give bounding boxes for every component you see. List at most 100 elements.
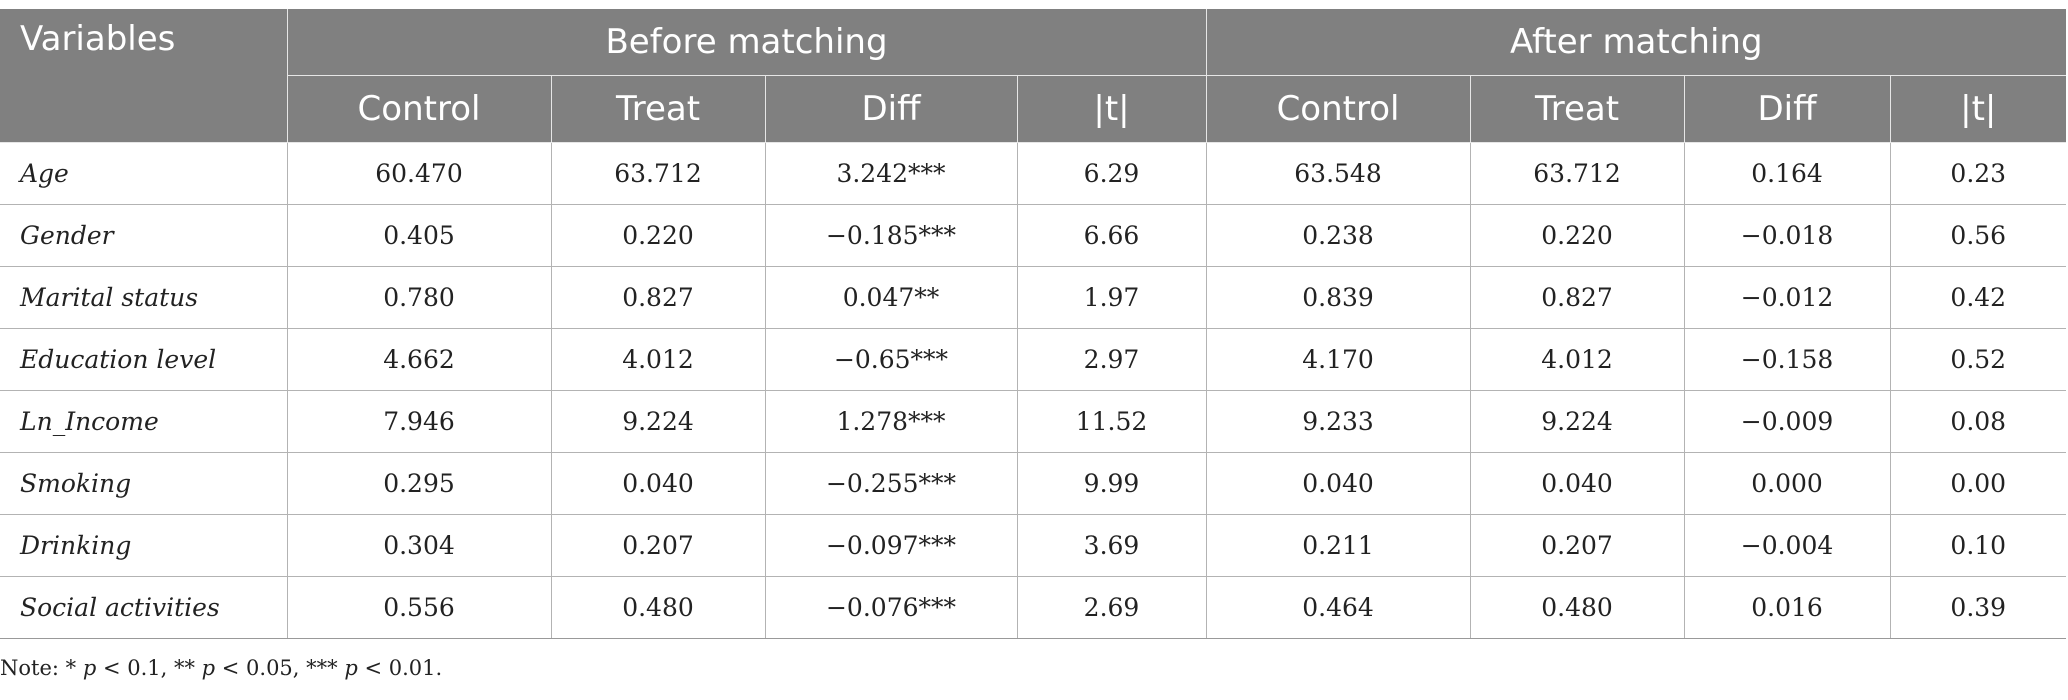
after-t-value: 0.23 — [1889, 142, 2067, 205]
after-control-header: Control — [1205, 75, 1471, 143]
before-control-value: 0.405 — [286, 204, 552, 267]
after-treat-value: 9.224 — [1469, 390, 1685, 453]
variable-name: Gender — [0, 204, 288, 267]
table-row: Gender 0.405 0.220 −0.185*** 6.66 0.238 … — [0, 204, 2067, 267]
after-diff-header: Diff — [1683, 75, 1891, 143]
note-threshold-2: < 0.05, *** — [215, 656, 345, 680]
before-t-value: 11.52 — [1016, 390, 1207, 453]
note-threshold-3: < 0.01. — [357, 656, 443, 680]
variable-name: Social activities — [0, 576, 288, 639]
after-matching-group-header: After matching — [1205, 9, 2067, 76]
before-diff-value: 1.278*** — [764, 390, 1018, 453]
after-t-value: 0.39 — [1889, 576, 2067, 639]
before-control-value: 0.304 — [286, 514, 552, 577]
after-t-header: |t| — [1889, 75, 2067, 143]
before-treat-value: 0.480 — [550, 576, 766, 639]
after-t-value: 0.00 — [1889, 452, 2067, 515]
variables-column-header: Variables — [0, 9, 288, 143]
after-diff-value: 0.164 — [1683, 142, 1891, 205]
before-diff-value: 3.242*** — [764, 142, 1018, 205]
table-header: Variables Before matching After matching… — [0, 9, 2067, 143]
after-diff-value: −0.018 — [1683, 204, 1891, 267]
before-treat-value: 0.827 — [550, 266, 766, 329]
after-diff-value: −0.012 — [1683, 266, 1891, 329]
before-diff-value: −0.076*** — [764, 576, 1018, 639]
after-control-value: 0.211 — [1205, 514, 1471, 577]
before-control-value: 0.780 — [286, 266, 552, 329]
after-diff-value: −0.158 — [1683, 328, 1891, 391]
before-diff-value: −0.097*** — [764, 514, 1018, 577]
before-t-value: 1.97 — [1016, 266, 1207, 329]
after-control-value: 0.839 — [1205, 266, 1471, 329]
after-treat-header: Treat — [1469, 75, 1685, 143]
table-row: Age 60.470 63.712 3.242*** 6.29 63.548 6… — [0, 142, 2067, 205]
before-treat-value: 0.220 — [550, 204, 766, 267]
table-body: Age 60.470 63.712 3.242*** 6.29 63.548 6… — [0, 142, 2067, 639]
note-p-symbol: p — [201, 656, 216, 680]
after-treat-value: 0.220 — [1469, 204, 1685, 267]
before-diff-value: −0.65*** — [764, 328, 1018, 391]
note-threshold-1: < 0.1, ** — [96, 656, 202, 680]
table-note: Note: * p < 0.1, ** p < 0.05, *** p < 0.… — [0, 656, 442, 680]
after-treat-value: 0.207 — [1469, 514, 1685, 577]
after-treat-value: 0.827 — [1469, 266, 1685, 329]
after-treat-value: 0.480 — [1469, 576, 1685, 639]
before-treat-header: Treat — [550, 75, 766, 143]
before-t-value: 6.66 — [1016, 204, 1207, 267]
after-diff-value: −0.004 — [1683, 514, 1891, 577]
after-diff-value: 0.016 — [1683, 576, 1891, 639]
before-treat-value: 4.012 — [550, 328, 766, 391]
before-control-value: 60.470 — [286, 142, 552, 205]
before-treat-value: 0.040 — [550, 452, 766, 515]
after-t-value: 0.52 — [1889, 328, 2067, 391]
variable-name: Education level — [0, 328, 288, 391]
before-t-value: 2.97 — [1016, 328, 1207, 391]
table-row: Social activities 0.556 0.480 −0.076*** … — [0, 576, 2067, 639]
after-treat-value: 0.040 — [1469, 452, 1685, 515]
before-t-header: |t| — [1016, 75, 1207, 143]
after-control-value: 9.233 — [1205, 390, 1471, 453]
before-control-value: 0.556 — [286, 576, 552, 639]
before-diff-value: −0.185*** — [764, 204, 1018, 267]
table-row: Marital status 0.780 0.827 0.047** 1.97 … — [0, 266, 2067, 329]
before-treat-value: 0.207 — [550, 514, 766, 577]
after-t-value: 0.56 — [1889, 204, 2067, 267]
variable-name: Smoking — [0, 452, 288, 515]
variable-name: Drinking — [0, 514, 288, 577]
before-control-value: 7.946 — [286, 390, 552, 453]
after-diff-value: −0.009 — [1683, 390, 1891, 453]
after-t-value: 0.10 — [1889, 514, 2067, 577]
before-control-value: 0.295 — [286, 452, 552, 515]
before-diff-value: −0.255*** — [764, 452, 1018, 515]
before-control-value: 4.662 — [286, 328, 552, 391]
after-diff-value: 0.000 — [1683, 452, 1891, 515]
before-t-value: 2.69 — [1016, 576, 1207, 639]
variable-name: Ln_Income — [0, 390, 288, 453]
before-diff-header: Diff — [764, 75, 1018, 143]
table-row: Smoking 0.295 0.040 −0.255*** 9.99 0.040… — [0, 452, 2067, 515]
psm-balance-table: Variables Before matching After matching… — [0, 9, 2067, 639]
note-prefix: Note: * — [0, 656, 83, 680]
before-control-header: Control — [287, 75, 552, 143]
after-treat-value: 4.012 — [1469, 328, 1685, 391]
note-p-symbol: p — [82, 656, 97, 680]
after-control-value: 0.238 — [1205, 204, 1471, 267]
after-control-value: 0.464 — [1205, 576, 1471, 639]
before-diff-value: 0.047** — [764, 266, 1018, 329]
before-t-value: 9.99 — [1016, 452, 1207, 515]
before-matching-group-header: Before matching — [286, 9, 1207, 76]
table-row: Drinking 0.304 0.207 −0.097*** 3.69 0.21… — [0, 514, 2067, 577]
after-treat-value: 63.712 — [1469, 142, 1685, 205]
table-row: Ln_Income 7.946 9.224 1.278*** 11.52 9.2… — [0, 390, 2067, 453]
before-t-value: 6.29 — [1016, 142, 1207, 205]
variable-name: Age — [0, 142, 288, 205]
table-row: Education level 4.662 4.012 −0.65*** 2.9… — [0, 328, 2067, 391]
after-control-value: 0.040 — [1205, 452, 1471, 515]
note-p-symbol: p — [344, 656, 358, 680]
after-control-value: 4.170 — [1205, 328, 1471, 391]
before-t-value: 3.69 — [1016, 514, 1207, 577]
after-control-value: 63.548 — [1205, 142, 1471, 205]
after-t-value: 0.42 — [1889, 266, 2067, 329]
after-t-value: 0.08 — [1889, 390, 2067, 453]
before-treat-value: 63.712 — [550, 142, 766, 205]
